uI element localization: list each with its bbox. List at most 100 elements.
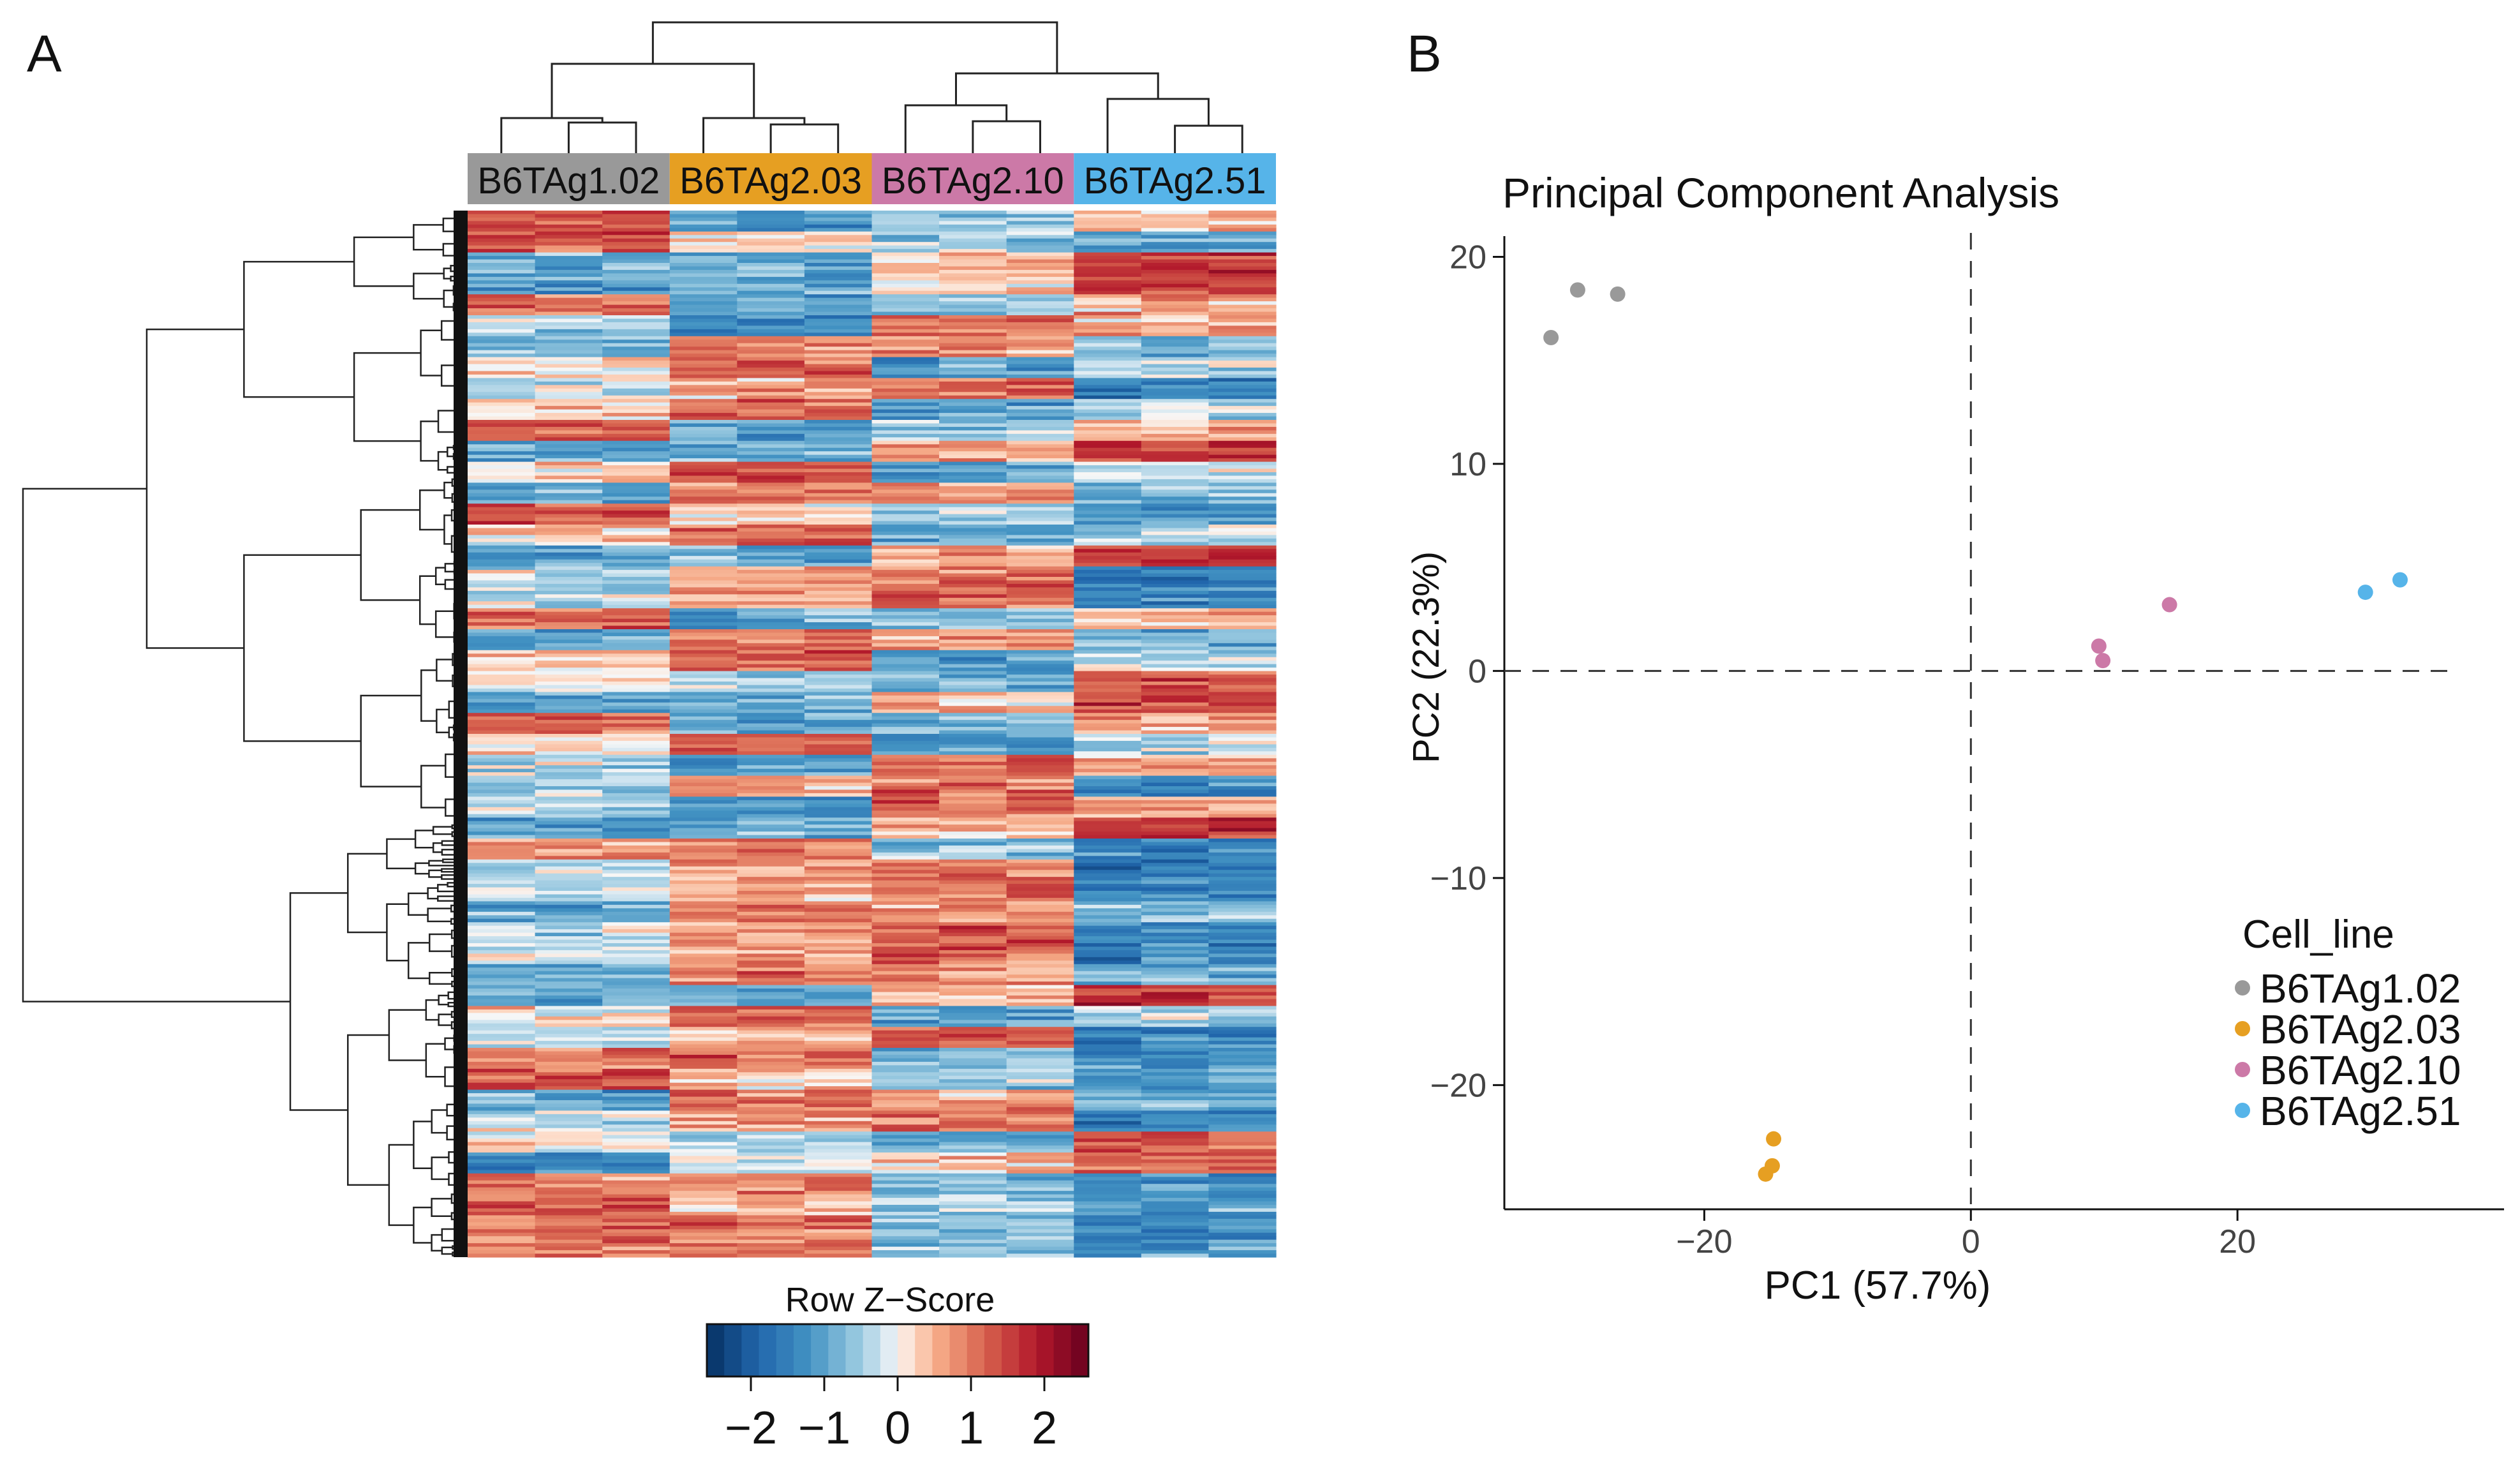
heatmap-cell — [1074, 211, 1142, 215]
heatmap-cell — [1006, 842, 1074, 846]
heatmap-cell — [1208, 964, 1277, 968]
heatmap-cell — [1006, 496, 1074, 501]
heatmap-cell — [602, 1239, 671, 1244]
heatmap-cell — [1141, 280, 1210, 285]
heatmap-cell — [669, 395, 737, 399]
heatmap-cell — [1208, 996, 1277, 1000]
heatmap-cell — [1141, 1149, 1210, 1153]
heatmap-cell — [737, 880, 805, 884]
heatmap-cell — [1074, 1194, 1142, 1198]
heatmap-cell — [602, 1222, 671, 1227]
heatmap-cell — [1208, 678, 1277, 682]
heatmap-cell — [804, 981, 873, 986]
heatmap-cell — [535, 440, 603, 445]
heatmap-cell — [1074, 1215, 1142, 1220]
heatmap-cell — [669, 301, 737, 306]
heatmap-cell — [1141, 552, 1210, 556]
heatmap-cell — [1141, 754, 1210, 759]
heatmap-cell — [669, 1205, 737, 1209]
heatmap-cell — [468, 835, 536, 839]
heatmap-cell — [1074, 489, 1142, 494]
heatmap-cell — [468, 552, 536, 556]
heatmap-cell — [669, 660, 737, 665]
heatmap-cell — [871, 385, 940, 389]
heatmap-cell — [1141, 1208, 1210, 1212]
heatmap-cell — [1074, 535, 1142, 539]
heatmap-cell — [1074, 311, 1142, 316]
heatmap-cell — [737, 238, 805, 242]
heatmap-cell — [1141, 897, 1210, 902]
heatmap-cell — [535, 339, 603, 344]
heatmap-cell — [602, 465, 671, 470]
heatmap-cell — [1074, 772, 1142, 777]
heatmap-cell — [1006, 768, 1074, 773]
heatmap-cell — [1006, 734, 1074, 738]
heatmap-cell — [737, 273, 805, 278]
heatmap-cell — [939, 311, 1007, 316]
heatmap-cell — [737, 845, 805, 849]
heatmap-cell — [939, 587, 1007, 592]
heatmap-cell — [871, 1208, 940, 1212]
heatmap-cell — [535, 242, 603, 246]
heatmap-cell — [804, 552, 873, 556]
heatmap-cell — [1141, 744, 1210, 749]
heatmap-cell — [1006, 720, 1074, 724]
heatmap-cell — [804, 406, 873, 410]
heatmap-cell — [939, 880, 1007, 884]
heatmap-cell — [535, 1128, 603, 1132]
heatmap-cell — [468, 939, 536, 944]
heatmap-cell — [602, 263, 671, 267]
heatmap-cell — [1006, 294, 1074, 299]
heatmap-cell — [1141, 953, 1210, 958]
heatmap-cell — [939, 925, 1007, 930]
heatmap-cell — [1006, 1100, 1074, 1105]
heatmap-cell — [1141, 1030, 1210, 1034]
dendrogram-branch — [386, 903, 409, 962]
heatmap-cell — [602, 273, 671, 278]
heatmap-cell — [535, 486, 603, 490]
heatmap-cell — [804, 1250, 873, 1255]
heatmap-cell — [1208, 364, 1277, 368]
heatmap-cell — [535, 1079, 603, 1084]
heatmap-cell — [1141, 618, 1210, 623]
heatmap-cell — [804, 953, 873, 958]
heatmap-cell — [804, 290, 873, 295]
heatmap-cell — [1208, 1100, 1277, 1105]
heatmap-cell — [804, 1156, 873, 1160]
heatmap-cell — [468, 668, 536, 672]
heatmap-cell — [1208, 957, 1277, 961]
heatmap-cell — [737, 1124, 805, 1129]
heatmap-cell — [804, 803, 873, 808]
heatmap-cell — [737, 283, 805, 288]
heatmap-cell — [1006, 1135, 1074, 1139]
heatmap-cell — [804, 668, 873, 672]
heatmap-cell — [871, 682, 940, 686]
heatmap-cell — [871, 413, 940, 417]
heatmap-cell — [939, 622, 1007, 627]
heatmap-cell — [737, 259, 805, 264]
heatmap-cell — [669, 325, 737, 330]
heatmap-cell — [737, 528, 805, 532]
heatmap-cell — [669, 866, 737, 870]
heatmap-cell — [468, 318, 536, 323]
heatmap-cell — [804, 392, 873, 396]
heatmap-cell — [737, 590, 805, 595]
heatmap-cell — [1006, 950, 1074, 954]
heatmap-cell — [804, 242, 873, 246]
heatmap-cell — [1006, 716, 1074, 720]
heatmap-cell — [468, 440, 536, 445]
heatmap-cell — [468, 566, 536, 571]
heatmap-cell — [1006, 996, 1074, 1000]
heatmap-cell — [535, 399, 603, 403]
heatmap-cell — [535, 549, 603, 553]
heatmap-cell — [669, 842, 737, 846]
heatmap-cell — [535, 1023, 603, 1027]
heatmap-cell — [535, 587, 603, 592]
heatmap-cell — [1006, 273, 1074, 278]
heatmap-cell — [939, 496, 1007, 501]
heatmap-cell — [535, 263, 603, 267]
heatmap-cell — [669, 653, 737, 658]
heatmap-cell — [1208, 454, 1277, 459]
heatmap-cell — [737, 713, 805, 717]
heatmap-cell — [939, 985, 1007, 989]
